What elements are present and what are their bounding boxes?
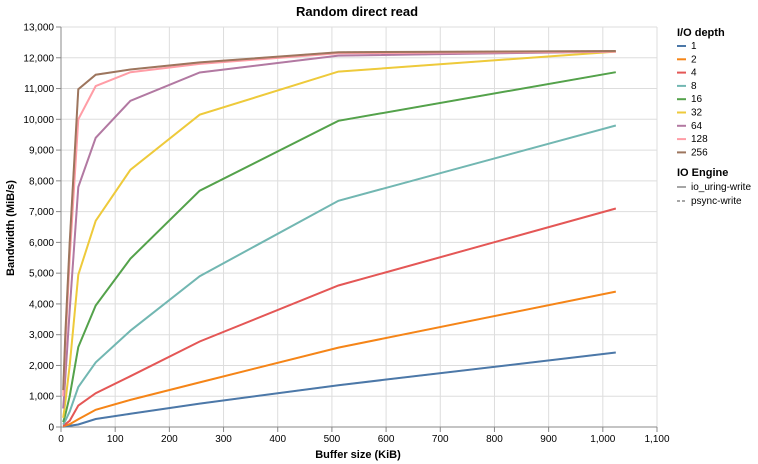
legend-label-64: 64: [691, 121, 703, 132]
series-line-16: [62, 71, 616, 423]
x-tick-label: 900: [540, 434, 557, 445]
legend-label-32: 32: [691, 108, 703, 119]
series-line-256: [62, 50, 616, 391]
series-line-1-psync: [63, 351, 616, 428]
series-line-2-psync: [62, 290, 616, 428]
legend-engine-label-psync-write: psync-write: [691, 196, 742, 207]
legend-label-128: 128: [691, 134, 708, 145]
y-tick-label: 3,000: [29, 330, 54, 341]
y-tick-label: 8,000: [29, 176, 54, 187]
series-line-8-psync: [62, 124, 616, 425]
x-tick-label: 600: [378, 434, 395, 445]
y-axis-label: Bandwidth (MiB/s): [5, 180, 17, 276]
legend-label-8: 8: [691, 81, 697, 92]
legend-engine-label-io_uring-write: io_uring-write: [691, 182, 751, 193]
x-axis-label: Buffer size (KiB): [315, 449, 401, 461]
y-tick-label: 4,000: [29, 299, 54, 310]
y-tick-label: 1,000: [29, 392, 54, 403]
axes: 0 100 200 300 400 500 600 700 800 900 1,000 1,100 0 1…: [23, 23, 670, 446]
x-tick-label: 400: [269, 434, 286, 445]
series-line-16-psync: [62, 71, 616, 423]
series-line-128: [62, 50, 616, 397]
series-line-64-psync: [62, 50, 616, 409]
series-line-2: [62, 290, 616, 428]
x-tick-label: 700: [432, 434, 449, 445]
x-tick-label: 500: [324, 434, 341, 445]
legend-label-1: 1: [691, 41, 697, 52]
y-tick-label: 6,000: [29, 238, 54, 249]
y-tick-label: 9,000: [29, 146, 54, 157]
x-tick-label: 100: [107, 434, 124, 445]
x-tick-label: 1,100: [644, 434, 669, 445]
y-tick-label: 11,000: [24, 84, 54, 95]
y-tick-label: 10,000: [23, 115, 54, 126]
y-tick-label: 13,000: [23, 23, 54, 34]
y-tick-label: 7,000: [29, 207, 54, 218]
legend-label-256: 256: [691, 147, 708, 158]
x-tick-label: 800: [486, 434, 503, 445]
legend: I/O depth 1 2 4 8 16 32 64 128 256 IO Engine io_…: [677, 27, 751, 207]
legend-title-io-depth: I/O depth: [677, 27, 725, 39]
chart-title: Random direct read: [296, 4, 418, 19]
x-tick-label: 0: [58, 434, 64, 445]
series-line-1: [63, 351, 616, 428]
y-tick-label: 2,000: [29, 361, 54, 372]
series-line-4: [62, 207, 617, 427]
series-lines: [62, 50, 617, 428]
x-tick-label: 300: [215, 434, 232, 445]
legend-label-2: 2: [691, 54, 697, 65]
y-tick-label: 12,000: [23, 53, 54, 64]
series-line-64: [62, 50, 616, 409]
series-line-128-psync: [62, 50, 616, 397]
series-line-8: [62, 124, 617, 425]
x-tick-label: 1,000: [590, 434, 615, 445]
y-tick-label: 5,000: [29, 269, 54, 280]
series-line-32: [62, 50, 616, 418]
legend-label-4: 4: [691, 68, 697, 79]
legend-label-16: 16: [691, 94, 703, 105]
y-tick-label: 0: [48, 423, 54, 434]
series-line-256-psync: [62, 50, 616, 391]
x-tick-label: 200: [161, 434, 178, 445]
legend-title-io-engine: IO Engine: [677, 167, 728, 179]
